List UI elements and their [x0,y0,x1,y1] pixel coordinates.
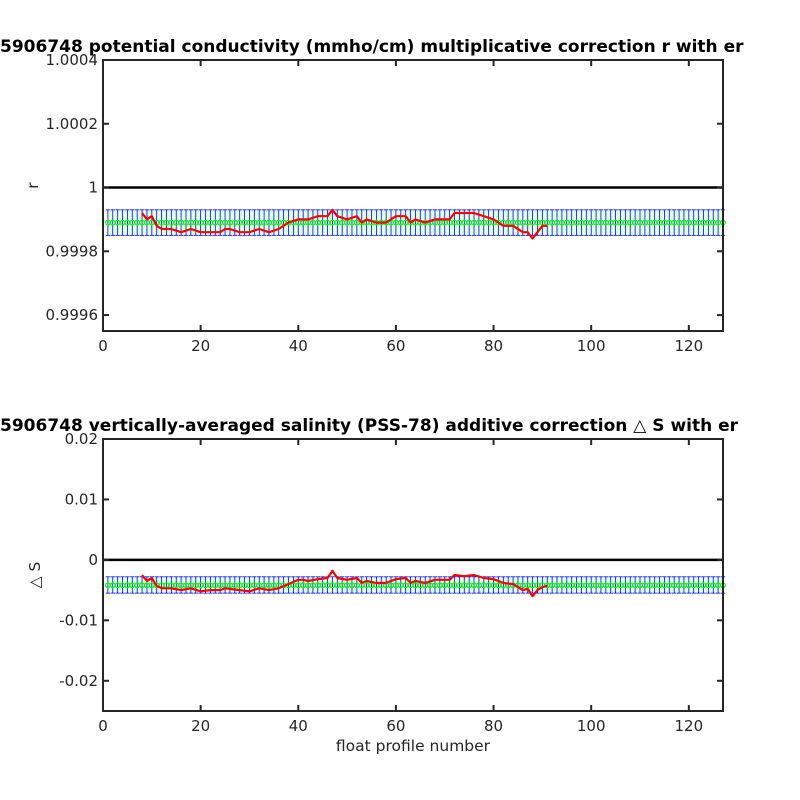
x-tick-label: 60 [386,337,405,355]
x-tick-label: 80 [484,717,503,735]
y-tick-label: 1.0002 [46,115,99,133]
conductivity-correction-panel: 5906748 potential conductivity (mmho/cm)… [0,37,744,355]
y-tick-label: -0.01 [59,611,98,629]
x-tick-label: 80 [484,337,503,355]
plot-frame [102,438,724,712]
y-axis-label: r [24,182,42,189]
x-tick-label: 120 [675,337,704,355]
x-tick-label: 0 [98,717,108,735]
y-tick-label: 0.9996 [46,306,99,324]
x-tick-label: 40 [289,717,308,735]
chart-title: 5906748 vertically-averaged salinity (PS… [0,416,739,436]
series-line [141,569,548,598]
y-tick-label: -0.02 [59,672,98,690]
x-tick-label: 0 [98,337,108,355]
series-line [141,208,548,240]
x-tick-label: 100 [577,717,606,735]
x-axis-label: float profile number [336,737,491,755]
x-tick-label: 60 [386,717,405,735]
y-tick-label: 0.02 [65,430,98,448]
y-tick-label: 0.01 [65,490,98,508]
chart-title: 5906748 potential conductivity (mmho/cm)… [0,37,744,57]
salinity-correction-panel: 5906748 vertically-averaged salinity (PS… [0,416,739,755]
x-tick-label: 40 [289,337,308,355]
x-tick-label: 20 [191,337,210,355]
x-tick-label: 120 [675,717,704,735]
plot-frame [102,59,724,332]
x-tick-label: 100 [577,337,606,355]
x-tick-label: 20 [191,717,210,735]
y-tick-label: 1.0004 [46,51,99,69]
y-tick-label: 0.9998 [46,242,99,260]
y-axis-label: △ S [26,562,44,589]
y-tick-label: 1 [88,179,98,197]
y-tick-label: 0 [88,551,98,569]
